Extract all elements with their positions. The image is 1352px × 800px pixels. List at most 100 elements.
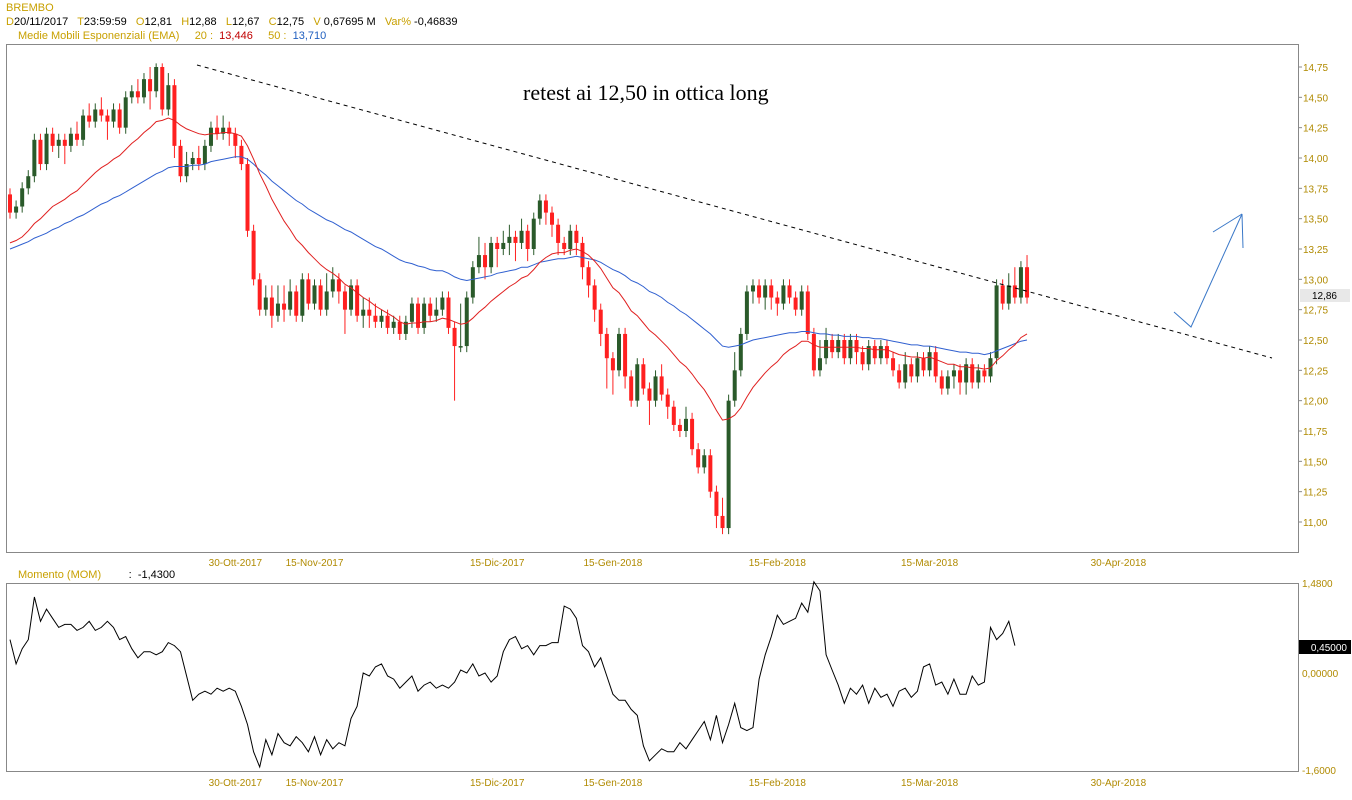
price-y-tick-label: 12,25 (1303, 366, 1328, 377)
ema20-legend-value: 13,446 (219, 30, 253, 42)
price-y-tick-label: 11,25 (1303, 488, 1328, 499)
candle-body (720, 515, 725, 529)
candle (105, 109, 110, 140)
candle-body (196, 158, 201, 165)
candle-body (677, 424, 682, 431)
candle (970, 358, 975, 389)
candle (629, 370, 634, 407)
candle (221, 115, 226, 140)
candle-body (610, 358, 615, 371)
candle (799, 285, 804, 316)
candle (470, 261, 475, 304)
candle-body (251, 230, 256, 280)
candle (324, 273, 329, 316)
candle (263, 285, 268, 316)
time-value: 23:59:59 (83, 16, 127, 28)
price-x-tick-label: 30-Ott-2017 (209, 558, 263, 569)
candle-body (263, 297, 268, 310)
candle (288, 279, 293, 316)
candle (14, 200, 19, 219)
candle (355, 279, 360, 322)
candle-body (434, 309, 439, 316)
candle (537, 194, 542, 225)
candle (434, 297, 439, 322)
candle-body (14, 206, 19, 213)
price-y-axis: 14,75 14,50 14,25 14,00 13,75 13,50 13,25 13,00… (1298, 63, 1328, 529)
ema-legend-title: Medie Mobili Esponenziali (EMA) (18, 30, 180, 42)
candle (349, 279, 354, 316)
candle (141, 73, 146, 104)
candle-body (537, 200, 542, 219)
price-y-tick-label: 13,50 (1303, 215, 1328, 226)
candle (982, 364, 987, 383)
candle (641, 358, 646, 395)
candle (245, 158, 250, 237)
candle-body (690, 418, 695, 450)
candle (20, 182, 25, 213)
candle (1018, 261, 1023, 304)
candle-body (245, 164, 250, 231)
candle-body (1006, 285, 1011, 304)
candle-body (428, 303, 433, 316)
candle-body (306, 279, 311, 304)
price-y-tick-label: 11,00 (1303, 518, 1328, 529)
candle (793, 291, 798, 316)
candle-body (921, 358, 926, 371)
candle (403, 315, 408, 340)
price-y-tick-label: 14,00 (1303, 154, 1328, 165)
ema50-legend-label: 50 : (268, 30, 287, 42)
candle (598, 303, 603, 347)
price-y-tick-label: 13,75 (1303, 184, 1328, 195)
candle (744, 285, 749, 340)
candle-body (641, 364, 646, 389)
candle-body (458, 346, 463, 348)
candle (81, 109, 86, 146)
mom-x-tick-label: 15-Dic-2017 (470, 778, 525, 789)
candle-body (945, 376, 950, 389)
candle (208, 121, 213, 152)
candle-body (178, 145, 183, 177)
candle (227, 121, 232, 146)
candle (342, 285, 347, 334)
candle-body (483, 255, 488, 268)
candle-body (391, 321, 396, 328)
candle-body (349, 285, 354, 310)
candle (257, 273, 262, 316)
candle (775, 291, 780, 316)
candle (562, 236, 567, 256)
candle (671, 400, 676, 431)
candle-body (775, 297, 780, 304)
candle (464, 291, 469, 353)
candle-body (397, 321, 402, 334)
candle-body (811, 333, 816, 371)
candle (135, 79, 140, 104)
candle (720, 497, 725, 535)
candle (903, 352, 908, 389)
candle-body (87, 115, 92, 122)
candle-body (878, 346, 883, 359)
candle-body (671, 406, 676, 425)
candle (909, 358, 914, 383)
candle (708, 449, 713, 498)
candle-body (294, 291, 299, 316)
candle-body (872, 346, 877, 359)
candle-body (123, 97, 128, 128)
candle (702, 449, 707, 474)
candle (397, 315, 402, 340)
candle-body (38, 139, 43, 165)
candle-body (81, 115, 86, 140)
candle-body (854, 340, 859, 353)
price-y-tick-label: 11,75 (1303, 427, 1328, 438)
candle (951, 364, 956, 389)
open-label: O (135, 16, 145, 28)
candle-body (93, 109, 98, 122)
candle-body (635, 364, 640, 401)
candle (659, 364, 664, 401)
candle (696, 443, 701, 474)
candle (921, 352, 926, 377)
candle (38, 133, 43, 171)
candle (483, 242, 488, 280)
candle (129, 85, 134, 104)
candle-body (556, 224, 561, 243)
candle (282, 285, 287, 322)
